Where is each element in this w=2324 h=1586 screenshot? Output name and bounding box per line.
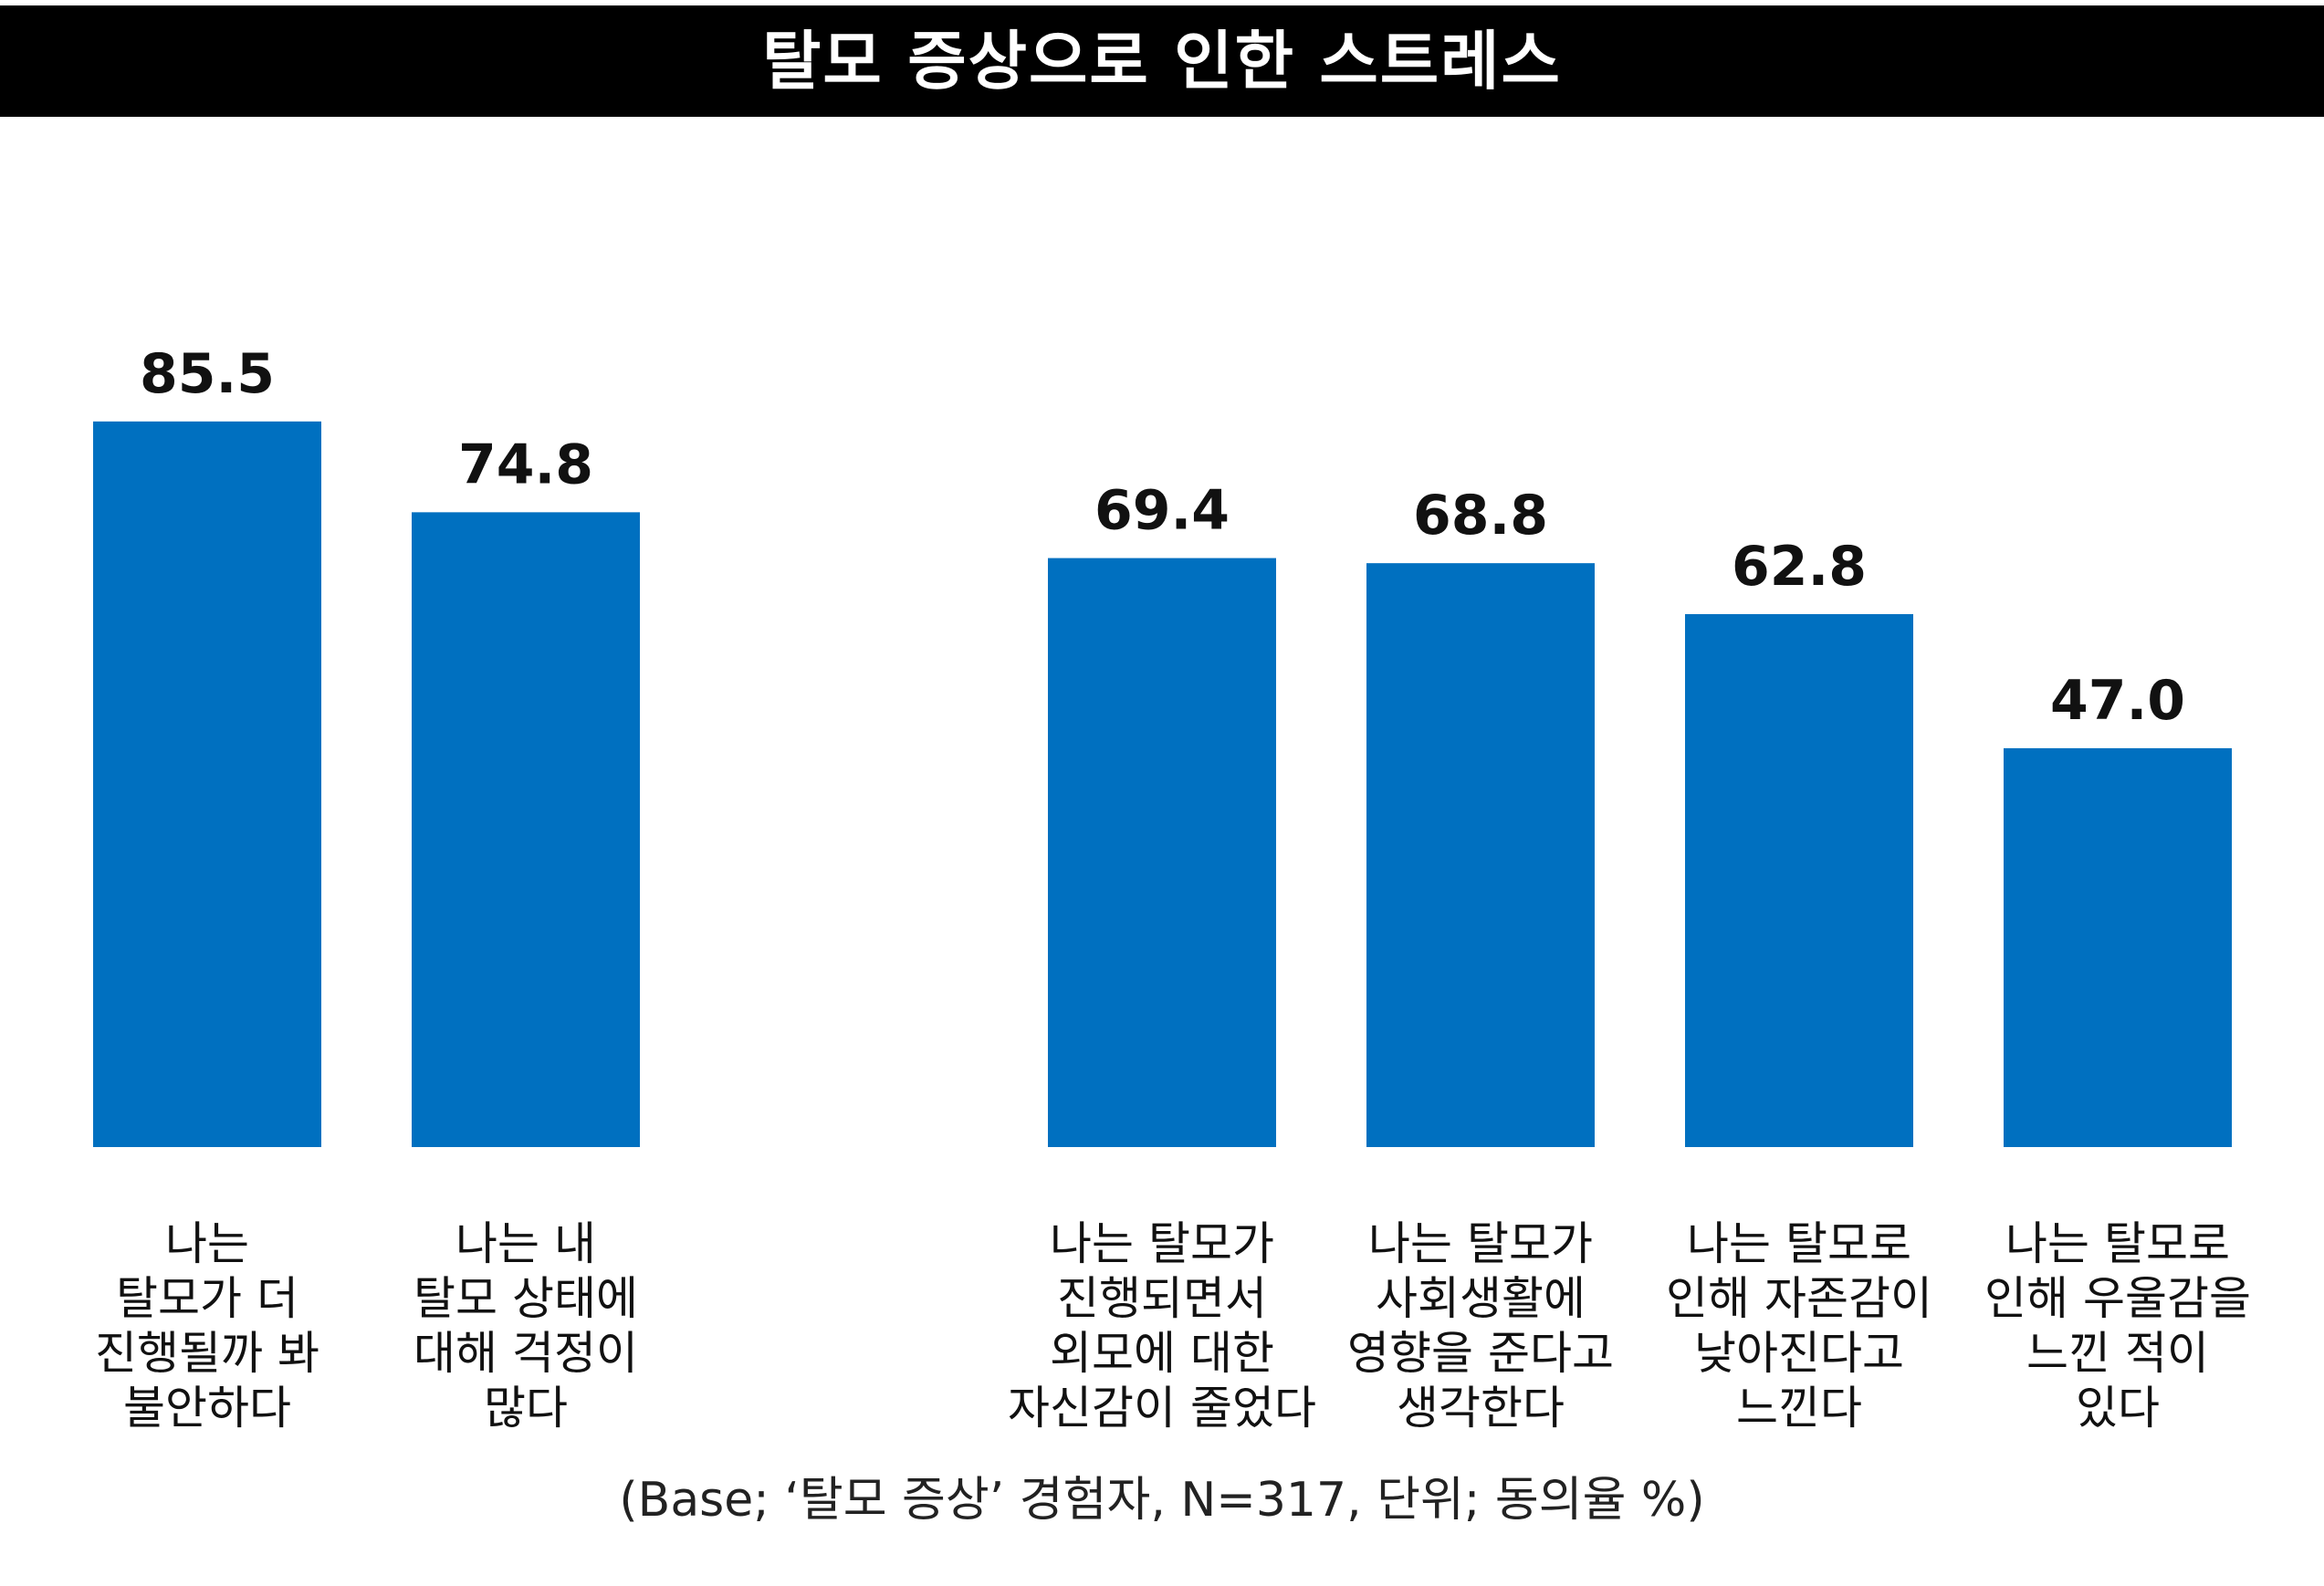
bar-6 (2004, 747, 2232, 1147)
bar-value-label-2: 74.8 (458, 433, 593, 496)
category-label-2: 나는 내 탈모 상태에 대해 걱정이 많다 (414, 1217, 638, 1435)
category-label-line: 나는 탈모가 (1368, 1217, 1593, 1270)
bar-5 (1685, 613, 1913, 1147)
bar-3 (1048, 558, 1276, 1147)
category-label-4: 나는 탈모가 사회생활에 영향을 준다고 생각한다 (1347, 1217, 1614, 1435)
category-label-line: 외모에 대한 (1050, 1327, 1274, 1380)
bar-value-label-5: 62.8 (1732, 535, 1867, 599)
category-label-line: 탈모 상태에 (414, 1272, 638, 1325)
bar-value-label-6: 47.0 (2050, 669, 2185, 733)
category-label-line: 많다 (484, 1382, 568, 1435)
category-label-1: 나는 탈모가 더 진행될까 봐 불안하다 (95, 1217, 319, 1435)
category-label-line: 인해 우울감을 (1984, 1272, 2251, 1325)
category-label-line: 탈모가 더 (116, 1272, 298, 1325)
category-label-line: 진행될까 봐 (95, 1327, 319, 1380)
category-label-line: 낮아진다고 (1694, 1327, 1904, 1380)
category-label-line: 느낀다 (1736, 1382, 1862, 1435)
category-label-5: 나는 탈모로 인해 자존감이 낮아진다고 느낀다 (1666, 1217, 1932, 1435)
category-label-line: 나는 탈모로 (2005, 1217, 2230, 1270)
chart-footnote: (Base; ‘탈모 증상’ 경험자, N=317, 단위; 동의율 %) (619, 1473, 1705, 1528)
bar-1 (93, 421, 321, 1148)
bar-2 (412, 512, 640, 1147)
chart-title: 탈모 증상으로 인한 스트레스 (762, 24, 1562, 99)
category-label-6: 나는 탈모로 인해 우울감을 느낀 적이 있다 (1984, 1217, 2251, 1435)
category-label-line: 사회생활에 (1376, 1272, 1586, 1325)
bar-value-label-4: 68.8 (1413, 484, 1548, 548)
category-label-3: 나는 탈모가 진행되면서 외모에 대한 자신감이 줄었다 (1008, 1217, 1316, 1435)
category-label-line: 불안하다 (123, 1382, 291, 1435)
category-label-line: 인해 자존감이 (1666, 1272, 1932, 1325)
bar-value-label-1: 85.5 (140, 342, 275, 406)
category-label-line: 자신감이 줄었다 (1008, 1382, 1316, 1435)
category-label-line: 있다 (2076, 1382, 2160, 1435)
category-label-line: 나는 탈모가 (1050, 1217, 1274, 1270)
category-label-line: 나는 탈모로 (1687, 1217, 1911, 1270)
category-label-line: 느낀 적이 (2026, 1327, 2209, 1380)
category-label-line: 생각한다 (1397, 1382, 1565, 1435)
category-label-line: 나는 (165, 1217, 249, 1270)
category-label-line: 나는 내 (455, 1217, 596, 1270)
chart-title-bar: 탈모 증상으로 인한 스트레스 (0, 5, 2324, 117)
category-label-line: 대해 걱정이 (414, 1327, 638, 1380)
bar-value-label-3: 69.4 (1094, 479, 1230, 543)
category-label-line: 영향을 준다고 (1347, 1327, 1614, 1380)
category-label-line: 진행되면서 (1057, 1272, 1267, 1325)
bar-4 (1366, 563, 1595, 1147)
